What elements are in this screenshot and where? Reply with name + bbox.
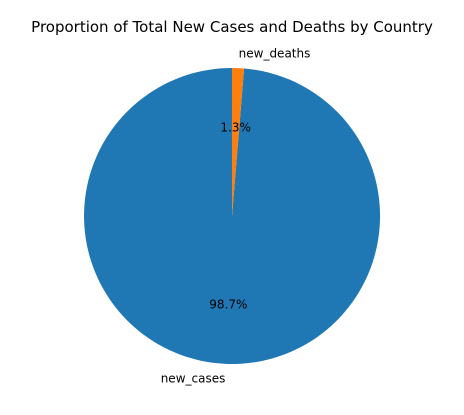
pie-slice-new-cases <box>84 68 381 364</box>
slice-percent-new-cases: 98.7% <box>209 298 247 312</box>
chart-title: Proportion of Total New Cases and Deaths… <box>31 18 433 36</box>
slice-percent-new-deaths: 1.3% <box>220 120 251 134</box>
slice-label-new-cases: new_cases <box>161 372 226 386</box>
pie-slices <box>84 67 381 364</box>
pie-slice-new-deaths <box>232 67 245 216</box>
pie-labels: new_cases 98.7% new_deaths 1.3% <box>161 46 311 385</box>
slice-label-new-deaths: new_deaths <box>239 46 311 60</box>
